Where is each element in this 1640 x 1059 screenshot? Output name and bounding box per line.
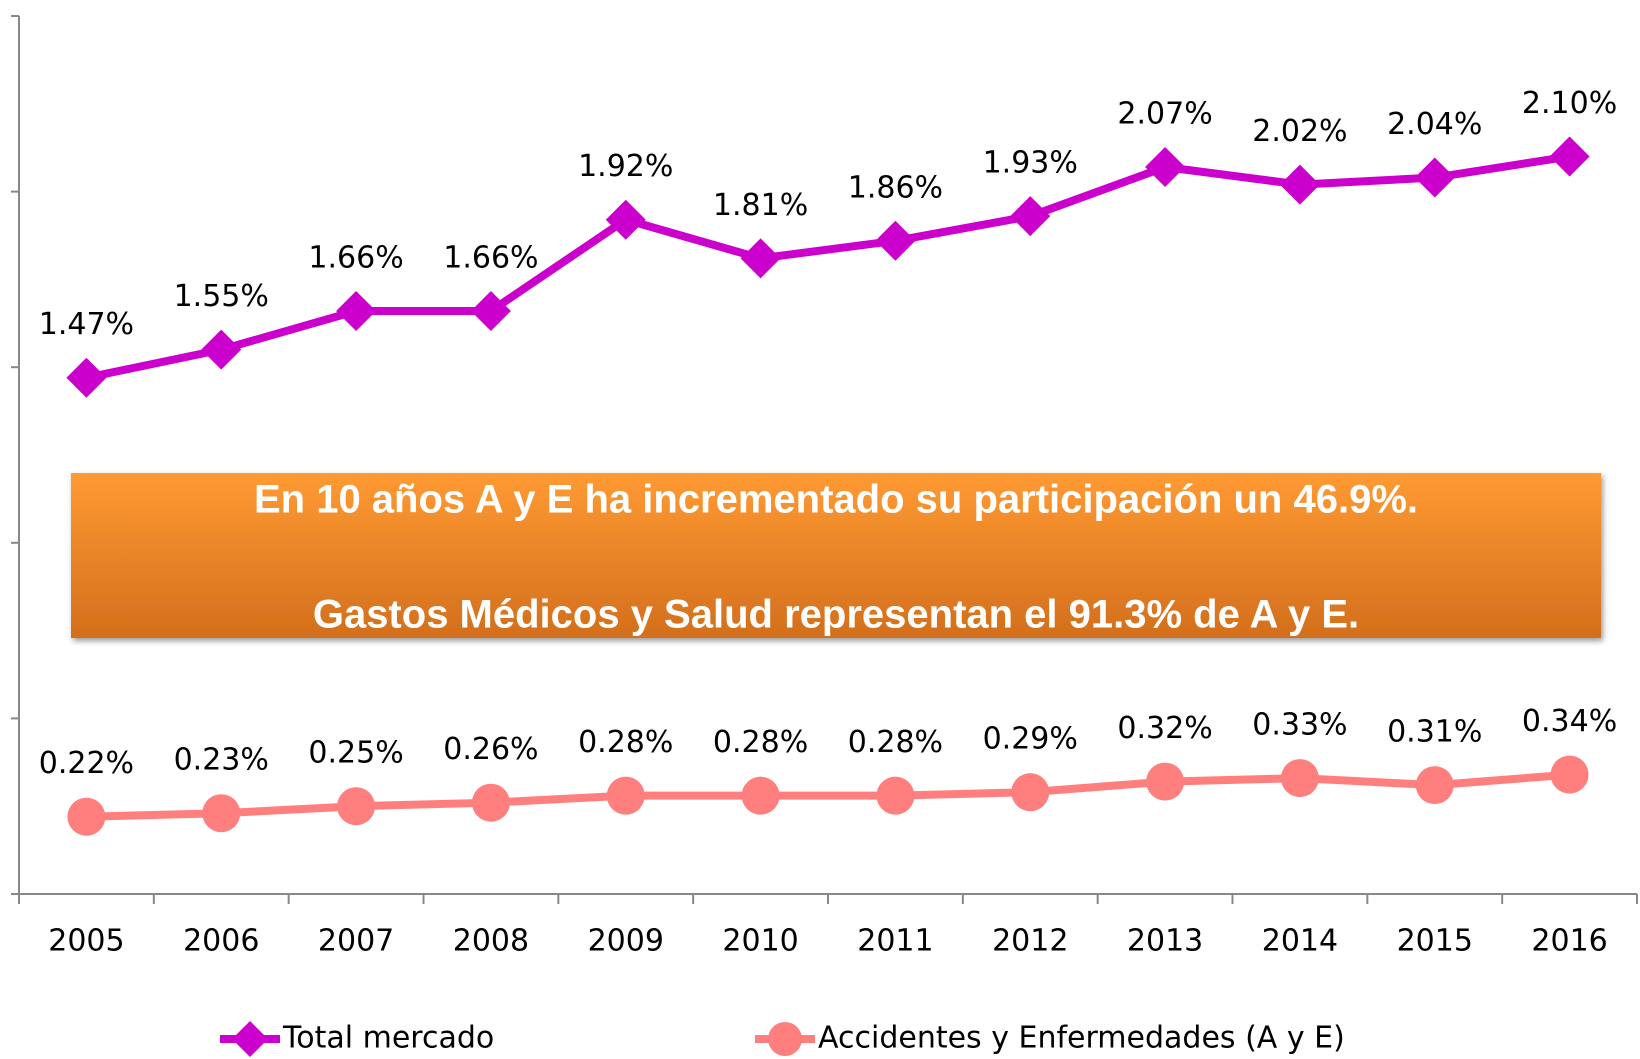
marker bbox=[337, 787, 376, 826]
data-label: 1.93% bbox=[983, 146, 1078, 181]
data-label: 2.02% bbox=[1252, 114, 1347, 149]
data-label: 0.28% bbox=[713, 725, 808, 760]
data-label: 0.23% bbox=[174, 743, 269, 778]
marker bbox=[1145, 147, 1186, 188]
x-tick-label: 2016 bbox=[1531, 924, 1607, 959]
marker bbox=[876, 776, 915, 815]
data-label: 1.92% bbox=[578, 149, 673, 184]
marker bbox=[875, 220, 916, 261]
marker bbox=[1146, 762, 1185, 801]
data-label: 1.47% bbox=[39, 307, 134, 342]
data-label: 0.34% bbox=[1522, 704, 1617, 739]
data-label: 0.28% bbox=[848, 725, 943, 760]
x-tick-label: 2013 bbox=[1127, 924, 1203, 959]
marker bbox=[470, 291, 511, 332]
data-label: 1.81% bbox=[713, 188, 808, 223]
series-line bbox=[86, 770, 1570, 821]
marker bbox=[201, 329, 242, 370]
marker bbox=[606, 776, 645, 815]
series-line bbox=[85, 152, 1571, 382]
x-tick-label: 2005 bbox=[48, 924, 124, 959]
marker bbox=[1280, 759, 1319, 798]
marker bbox=[1011, 773, 1050, 812]
x-tick-label: 2011 bbox=[857, 924, 933, 959]
marker bbox=[1414, 157, 1455, 198]
data-label: 1.55% bbox=[174, 279, 269, 314]
data-label: 0.33% bbox=[1252, 708, 1347, 743]
data-label: 0.29% bbox=[983, 722, 1078, 757]
marker bbox=[741, 776, 780, 815]
marker bbox=[605, 199, 646, 240]
data-label: 1.86% bbox=[848, 170, 943, 205]
marker bbox=[67, 797, 106, 836]
legend-label: Total mercado bbox=[282, 1021, 494, 1056]
marker bbox=[1279, 164, 1320, 205]
data-label: 0.31% bbox=[1387, 715, 1482, 750]
data-label: 1.66% bbox=[443, 241, 538, 276]
data-label: 0.32% bbox=[1117, 711, 1212, 746]
data-label: 0.26% bbox=[443, 732, 538, 767]
annotation: Gastos Médicos y Salud representan el 91… bbox=[313, 593, 1359, 637]
marker bbox=[1549, 136, 1590, 177]
marker bbox=[336, 291, 377, 332]
x-tick-label: 2014 bbox=[1262, 924, 1338, 959]
marker bbox=[471, 783, 510, 822]
data-label: 2.07% bbox=[1117, 97, 1212, 132]
x-tick-label: 2015 bbox=[1397, 924, 1473, 959]
x-tick-label: 2007 bbox=[318, 924, 394, 959]
x-tick-label: 2012 bbox=[992, 924, 1068, 959]
legend-label: Accidentes y Enfermedades (A y E) bbox=[818, 1021, 1345, 1056]
data-label: 2.04% bbox=[1387, 107, 1482, 142]
marker bbox=[740, 238, 781, 279]
marker bbox=[232, 1021, 268, 1057]
marker bbox=[1415, 766, 1454, 805]
data-label: 0.28% bbox=[578, 725, 673, 760]
annotation-box bbox=[71, 473, 1601, 638]
marker bbox=[768, 1022, 802, 1056]
marker bbox=[1550, 755, 1589, 794]
x-tick-label: 2010 bbox=[722, 924, 798, 959]
x-tick-label: 2006 bbox=[183, 924, 259, 959]
marker bbox=[66, 357, 107, 398]
marker bbox=[1010, 196, 1051, 237]
data-label: 0.22% bbox=[39, 746, 134, 781]
annotation: En 10 años A y E ha incrementado su part… bbox=[254, 478, 1418, 522]
data-label: 2.10% bbox=[1522, 86, 1617, 121]
x-tick-label: 2009 bbox=[588, 924, 664, 959]
x-tick-label: 2008 bbox=[453, 924, 529, 959]
data-label: 0.25% bbox=[308, 736, 403, 771]
data-label: 1.66% bbox=[308, 241, 403, 276]
marker bbox=[202, 794, 241, 833]
plot: 2005 2006 2007 2008 2009 2010 2011 2012 2013 2014… bbox=[11, 15, 1638, 1057]
